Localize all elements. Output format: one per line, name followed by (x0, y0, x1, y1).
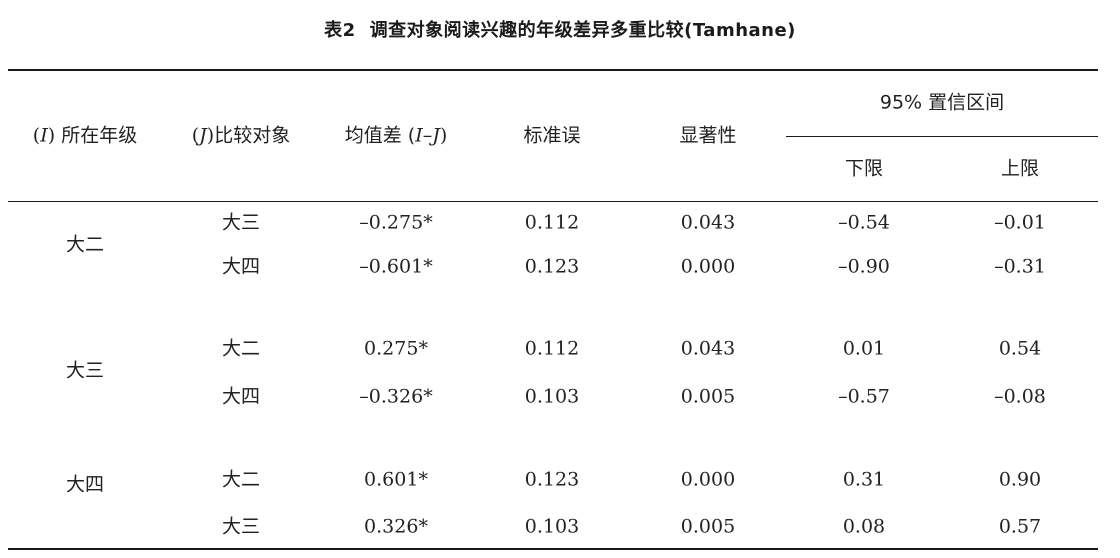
table-number: 表2 (324, 20, 356, 41)
upper-cell: 0.90 (998, 468, 1042, 491)
header-lower: 下限 (844, 157, 884, 180)
mean-diff-cell: 0.275* (364, 337, 428, 360)
header-mean-diff: 均值差 (I–J) (344, 124, 448, 147)
grade-cell: 大二 (65, 233, 105, 256)
lower-cell: 0.01 (842, 337, 886, 360)
sig-cell: 0.005 (680, 385, 736, 408)
mean-diff-cell: 0.326* (364, 515, 428, 538)
header-rule (8, 201, 1098, 202)
top-rule (8, 69, 1098, 71)
bottom-rule (8, 548, 1098, 550)
lower-cell: –0.90 (838, 255, 890, 278)
compare-cell: 大二 (221, 468, 261, 491)
std-err-cell: 0.123 (524, 468, 580, 491)
header-ci: 95% 置信区间 (879, 91, 1005, 114)
header-compare: (J)比较对象 (191, 124, 291, 147)
lower-cell: 0.31 (842, 468, 886, 491)
sig-cell: 0.043 (680, 211, 736, 234)
compare-cell: 大四 (221, 255, 261, 278)
sig-cell: 0.005 (680, 515, 736, 538)
upper-cell: 0.57 (998, 515, 1042, 538)
std-err-cell: 0.103 (524, 515, 580, 538)
mean-diff-cell: –0.326* (359, 385, 433, 408)
sig-cell: 0.000 (680, 468, 736, 491)
table-title: 调查对象阅读兴趣的年级差异多重比较(Tamhane) (369, 20, 796, 41)
std-err-cell: 0.123 (524, 255, 580, 278)
lower-cell: –0.57 (838, 385, 890, 408)
upper-cell: –0.01 (994, 211, 1046, 234)
grade-cell: 大三 (65, 359, 105, 382)
mean-diff-cell: –0.601* (359, 255, 433, 278)
grade-cell: 大四 (65, 473, 105, 496)
lower-cell: 0.08 (842, 515, 886, 538)
compare-cell: 大二 (221, 337, 261, 360)
sig-cell: 0.000 (680, 255, 736, 278)
header-upper: 上限 (1000, 157, 1040, 180)
mean-diff-cell: 0.601* (364, 468, 428, 491)
std-err-cell: 0.112 (524, 211, 580, 234)
table-caption: 表2 调查对象阅读兴趣的年级差异多重比较(Tamhane) (0, 16, 1120, 42)
compare-cell: 大三 (221, 211, 261, 234)
ci-rule (786, 136, 1098, 137)
header-std-err: 标准误 (523, 124, 581, 147)
sig-cell: 0.043 (680, 337, 736, 360)
upper-cell: –0.08 (994, 385, 1046, 408)
header-sig: 显著性 (679, 124, 737, 147)
std-err-cell: 0.103 (524, 385, 580, 408)
compare-cell: 大四 (221, 385, 261, 408)
upper-cell: 0.54 (998, 337, 1042, 360)
upper-cell: –0.31 (994, 255, 1046, 278)
lower-cell: –0.54 (838, 211, 890, 234)
mean-diff-cell: –0.275* (359, 211, 433, 234)
compare-cell: 大三 (221, 515, 261, 538)
std-err-cell: 0.112 (524, 337, 580, 360)
header-grade: (I) 所在年级 (32, 124, 138, 147)
